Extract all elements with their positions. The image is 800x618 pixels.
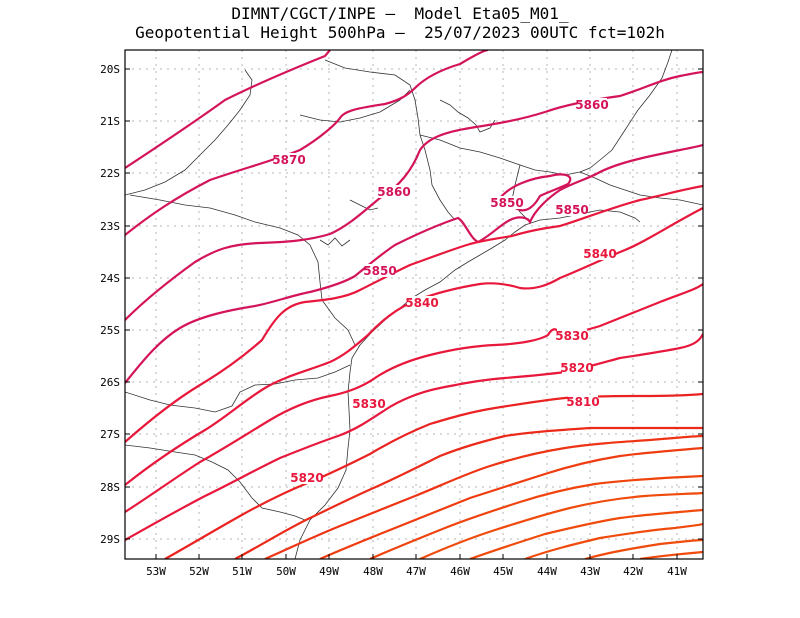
lon-label: 47W — [406, 565, 426, 578]
lat-label: 24S — [100, 272, 120, 285]
lat-label: 29S — [100, 533, 120, 546]
contour-5740 — [524, 522, 703, 559]
state-border — [129, 194, 356, 346]
lat-label: 27S — [100, 428, 120, 441]
state-border — [299, 89, 411, 123]
contour-labels: 5870 5860 5860 5850 5850 5850 5840 5840 … — [272, 98, 617, 485]
map-title-line-2: Geopotential Height 500hPa – 25/07/2023 … — [135, 23, 665, 42]
lat-label: 23S — [100, 220, 120, 233]
state-border — [125, 364, 351, 413]
contour-label: 5850 — [490, 196, 523, 210]
latitude-labels: 20S 21S 22S 23S 24S 25S 26S 27S 28S 29S — [100, 63, 120, 546]
lon-label: 41W — [667, 565, 687, 578]
grid — [125, 50, 703, 559]
state-border — [125, 69, 253, 196]
contour-5870 — [125, 50, 489, 236]
lon-label: 49W — [319, 565, 339, 578]
contour-lines — [125, 50, 703, 559]
contour-label: 5870 — [272, 153, 305, 167]
lon-label: 48W — [363, 565, 383, 578]
contour-5780 — [319, 446, 703, 559]
lat-label: 25S — [100, 324, 120, 337]
contour-5760 — [419, 491, 703, 559]
lat-label: 21S — [100, 115, 120, 128]
lat-label: 20S — [100, 63, 120, 76]
contour-5800 — [234, 426, 703, 559]
contour-label: 5850 — [363, 264, 396, 278]
contour-label: 5860 — [575, 98, 608, 112]
contour-label: 5840 — [405, 296, 438, 310]
contour-5810 — [164, 392, 703, 559]
river — [439, 99, 496, 133]
contour-label: 5830 — [352, 397, 385, 411]
lon-label: 50W — [276, 565, 296, 578]
lat-label: 22S — [100, 167, 120, 180]
contour-label: 5810 — [566, 395, 599, 409]
lon-label: 51W — [232, 565, 252, 578]
contour-5720 — [639, 550, 703, 559]
state-border — [125, 444, 306, 521]
river — [349, 199, 379, 211]
lon-label: 45W — [493, 565, 513, 578]
state-border — [511, 164, 531, 223]
contour-label: 5860 — [377, 185, 410, 199]
contour-5750 — [469, 508, 703, 559]
contour-label: 5850 — [555, 203, 588, 217]
longitude-labels: 53W 52W 51W 50W 49W 48W 47W 46W 45W 44W … — [146, 565, 687, 578]
contour-5870 — [125, 50, 331, 169]
contour-5820 — [125, 333, 703, 541]
lon-label: 42W — [623, 565, 643, 578]
contour-5850 — [125, 143, 703, 384]
contour-label: 5820 — [560, 361, 593, 375]
tick-marks — [125, 68, 703, 559]
contour-5830 — [125, 283, 703, 513]
contour-label: 5820 — [290, 471, 323, 485]
lat-label: 28S — [100, 481, 120, 494]
lon-label: 46W — [450, 565, 470, 578]
state-border — [324, 59, 456, 221]
state-border — [579, 171, 703, 206]
coastline — [294, 209, 641, 559]
contour-5840 — [125, 184, 703, 443]
plot-frame — [124, 49, 704, 560]
contour-5770 — [369, 474, 703, 559]
lon-label: 53W — [146, 565, 166, 578]
contour-label: 5840 — [583, 247, 616, 261]
lon-label: 43W — [580, 565, 600, 578]
map-title-line-1: DIMNT/CGCT/INPE – Model Eta05_M01_ — [231, 4, 569, 23]
contour-5790 — [264, 434, 703, 559]
lat-label: 26S — [100, 376, 120, 389]
contour-5730 — [584, 538, 703, 559]
river — [319, 237, 351, 247]
lon-label: 52W — [189, 565, 209, 578]
contour-5860 — [125, 70, 703, 321]
contour-label: 5830 — [555, 329, 588, 343]
lon-label: 44W — [537, 565, 557, 578]
